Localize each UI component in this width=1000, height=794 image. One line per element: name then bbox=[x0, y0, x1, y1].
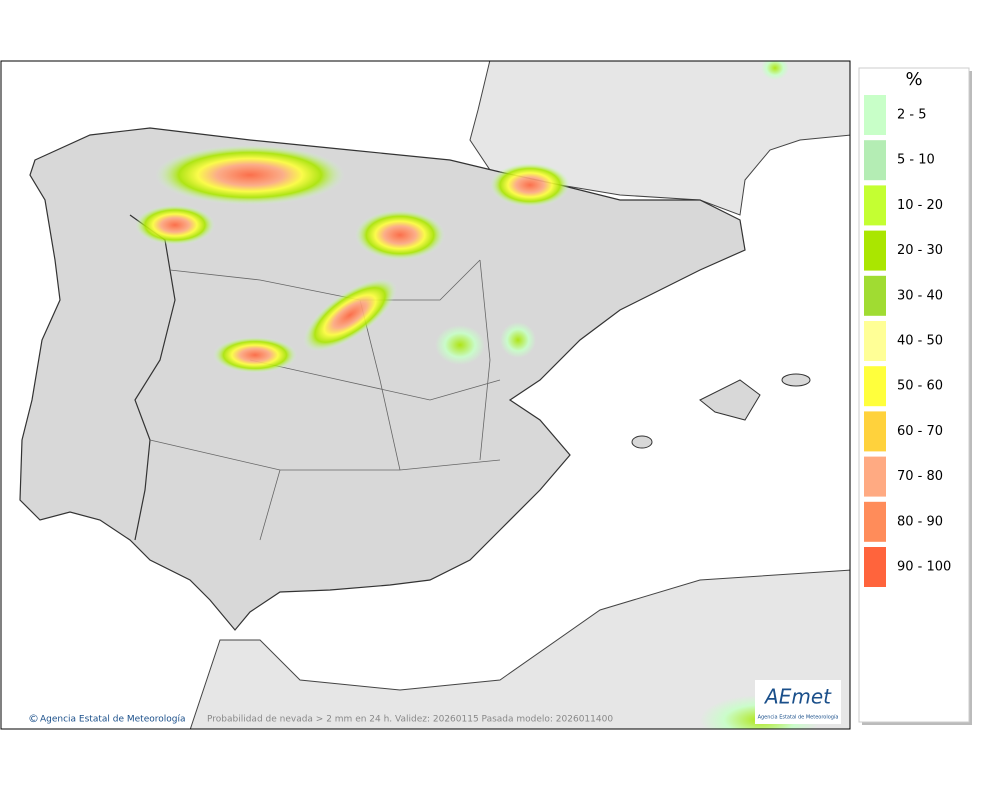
ibiza bbox=[631, 435, 653, 449]
snow-area bbox=[155, 145, 345, 205]
logo-subtitle: Agencia Estatal de Meteorología bbox=[758, 714, 839, 721]
legend-swatch bbox=[864, 95, 886, 135]
menorca bbox=[781, 373, 811, 387]
map: © Agencia Estatal de Meteorología Probab… bbox=[1, 61, 850, 729]
portugal-border bbox=[129, 214, 176, 541]
legend-label: 80 - 90 bbox=[897, 514, 943, 529]
mallorca bbox=[699, 379, 761, 421]
africa bbox=[189, 569, 850, 729]
legend-swatch bbox=[864, 140, 886, 181]
legend-title: % bbox=[905, 69, 922, 90]
legend-label: 40 - 50 bbox=[897, 334, 943, 349]
legend-swatch bbox=[864, 185, 886, 226]
legend-label: 30 - 40 bbox=[897, 288, 943, 303]
map-frame bbox=[0, 60, 851, 730]
legend-swatch bbox=[864, 547, 886, 587]
snow-area bbox=[500, 322, 536, 358]
snow-area bbox=[761, 61, 789, 80]
legend-swatch bbox=[864, 366, 886, 407]
snow-area bbox=[303, 278, 397, 352]
snow-area bbox=[135, 205, 215, 245]
logo: AEmet bbox=[763, 685, 832, 709]
iberia bbox=[19, 127, 746, 631]
copyright-symbol: © bbox=[28, 712, 39, 725]
legend-label: 50 - 60 bbox=[897, 379, 943, 394]
legend-swatch bbox=[864, 501, 886, 542]
legend-label: 60 - 70 bbox=[897, 424, 943, 439]
legend-label: 90 - 100 bbox=[897, 560, 951, 575]
legend-swatch bbox=[864, 230, 886, 271]
legend-label: 10 - 20 bbox=[897, 198, 943, 213]
credit: Agencia Estatal de Meteorología bbox=[40, 715, 186, 725]
legend-swatch bbox=[864, 456, 886, 497]
legend-label: 2 - 5 bbox=[897, 108, 927, 123]
legend-label: 70 - 80 bbox=[897, 469, 943, 484]
snow-area bbox=[355, 210, 445, 260]
legend: % 2 - 5 5 - 10 10 - 20 20 - 30 30 - 40 40 - 5… bbox=[858, 67, 972, 725]
legend-swatch bbox=[864, 321, 886, 361]
legend-swatch bbox=[864, 275, 886, 316]
logo-box bbox=[755, 680, 841, 724]
legend-swatch bbox=[864, 411, 886, 452]
caption: Probabilidad de nevada > 2 mm en 24 h. V… bbox=[207, 715, 613, 725]
snow-area bbox=[490, 163, 570, 207]
legend-label: 5 - 10 bbox=[897, 153, 935, 168]
snow-area bbox=[435, 325, 485, 365]
legend-label: 20 - 30 bbox=[897, 243, 943, 258]
snow-area bbox=[213, 337, 297, 373]
